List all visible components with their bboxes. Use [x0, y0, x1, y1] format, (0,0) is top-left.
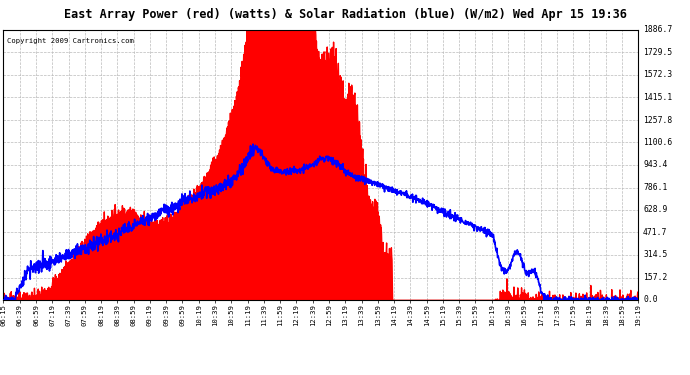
Text: 1415.1: 1415.1	[643, 93, 672, 102]
Text: 0.0: 0.0	[643, 296, 658, 304]
Text: 471.7: 471.7	[643, 228, 667, 237]
Text: 1257.8: 1257.8	[643, 116, 672, 124]
Text: 314.5: 314.5	[643, 251, 667, 260]
Text: 1729.5: 1729.5	[643, 48, 672, 57]
Text: Copyright 2009 Cartronics.com: Copyright 2009 Cartronics.com	[7, 38, 133, 44]
Text: 1100.6: 1100.6	[643, 138, 672, 147]
Text: 628.9: 628.9	[643, 206, 667, 214]
Text: East Array Power (red) (watts) & Solar Radiation (blue) (W/m2) Wed Apr 15 19:36: East Array Power (red) (watts) & Solar R…	[63, 8, 627, 21]
Text: 1572.3: 1572.3	[643, 70, 672, 80]
Text: 1886.7: 1886.7	[643, 26, 672, 34]
Text: 786.1: 786.1	[643, 183, 667, 192]
Text: 943.4: 943.4	[643, 160, 667, 170]
Text: 157.2: 157.2	[643, 273, 667, 282]
